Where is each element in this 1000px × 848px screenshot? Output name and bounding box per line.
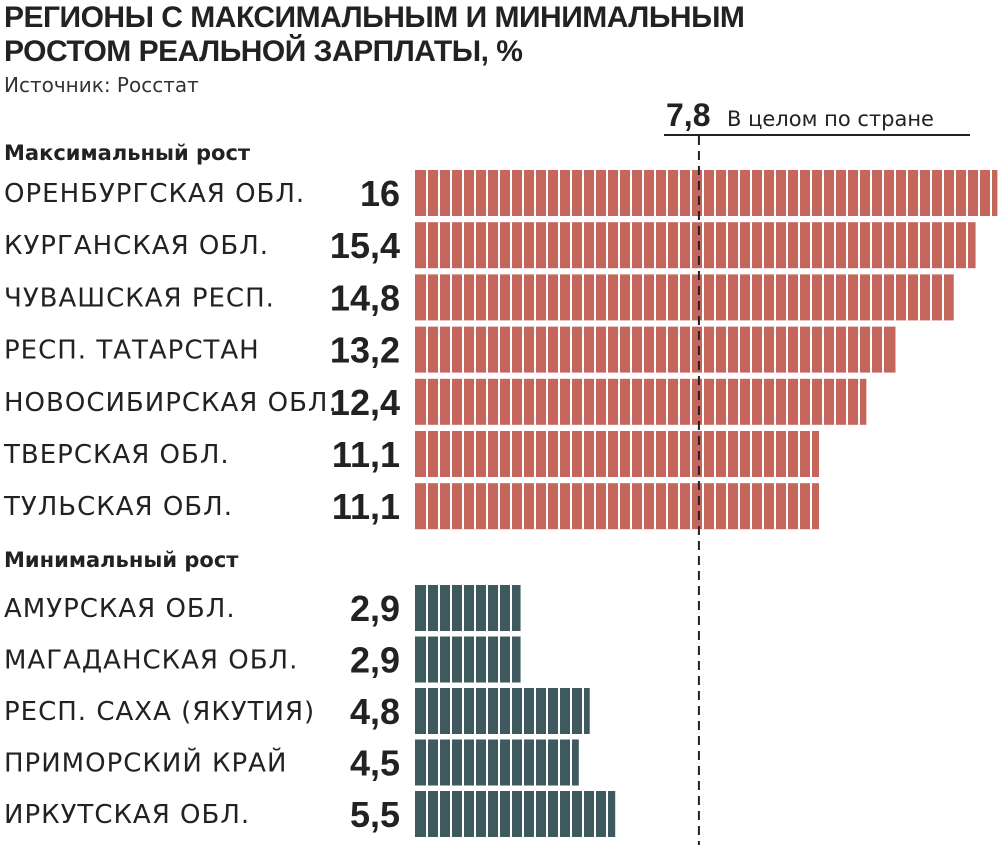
section-header: Максимальный рост: [4, 141, 251, 165]
value-label: 11,1: [332, 434, 400, 475]
category-label: ЧУВАШСКАЯ РЕСП.: [4, 283, 275, 313]
bar-segment-dividers: [426, 585, 512, 631]
chart-source: Источник: Росстат: [4, 73, 199, 97]
value-label: 13,2: [330, 330, 400, 371]
bar-segment-dividers: [426, 326, 884, 373]
value-label: 14,8: [330, 277, 400, 318]
bar: [415, 636, 521, 683]
bar-segment-dividers: [426, 222, 968, 269]
category-label: ПРИМОРСКИЙ КРАЙ: [4, 747, 287, 779]
bar: [415, 378, 867, 425]
bar-segment-dividers: [426, 636, 512, 683]
category-label: ТВЕРСКАЯ ОБЛ.: [3, 440, 230, 470]
bar: [415, 170, 998, 216]
section-header: Минимальный рост: [4, 548, 239, 572]
category-label: КУРГАНСКАЯ ОБЛ.: [4, 231, 269, 261]
chart-title-line-1: РЕГИОНЫ С МАКСИМАЛЬНЫМ И МИНИМАЛЬНЫМ: [4, 1, 744, 34]
bar: [415, 585, 521, 631]
reference-value: 7,8: [666, 97, 710, 133]
bar-segment-dividers: [426, 274, 944, 321]
value-label: 11,1: [332, 486, 400, 527]
category-label: МАГАДАНСКАЯ ОБЛ.: [4, 646, 298, 676]
bar-segment-dividers: [426, 170, 992, 216]
bar: [415, 688, 590, 734]
bar: [415, 791, 616, 837]
category-label: ОРЕНБУРГСКАЯ ОБЛ.: [4, 179, 305, 209]
category-label: РЕСП. САХА (ЯКУТИЯ): [4, 697, 315, 727]
bar-segment-dividers: [426, 431, 812, 477]
category-label: АМУРСКАЯ ОБЛ.: [4, 594, 236, 624]
value-label: 4,5: [350, 743, 400, 784]
value-label: 12,4: [330, 382, 400, 423]
category-label: ИРКУТСКАЯ ОБЛ.: [4, 800, 250, 830]
value-label: 4,8: [350, 691, 400, 732]
chart-title-line-2: РОСТОМ РЕАЛЬНОЙ ЗАРПЛАТЫ, %: [4, 34, 522, 68]
bar-segment-dividers: [426, 483, 812, 530]
value-label: 15,4: [330, 225, 400, 266]
bar-segment-dividers: [426, 791, 608, 837]
bar-segment-dividers: [426, 739, 572, 786]
value-label: 16: [360, 173, 400, 214]
bar-segment-dividers: [426, 378, 860, 425]
bar: [415, 739, 579, 786]
value-label: 2,9: [350, 588, 400, 629]
category-label: РЕСП. ТАТАРСТАН: [4, 336, 260, 366]
reference-label: В целом по стране: [727, 107, 934, 131]
category-label: НОВОСИБИРСКАЯ ОБЛ.: [4, 388, 338, 418]
value-label: 5,5: [350, 794, 400, 835]
category-label: ТУЛЬСКАЯ ОБЛ.: [3, 492, 233, 522]
value-label: 2,9: [350, 640, 400, 681]
bar-segment-dividers: [426, 688, 584, 734]
bar: [415, 274, 954, 321]
